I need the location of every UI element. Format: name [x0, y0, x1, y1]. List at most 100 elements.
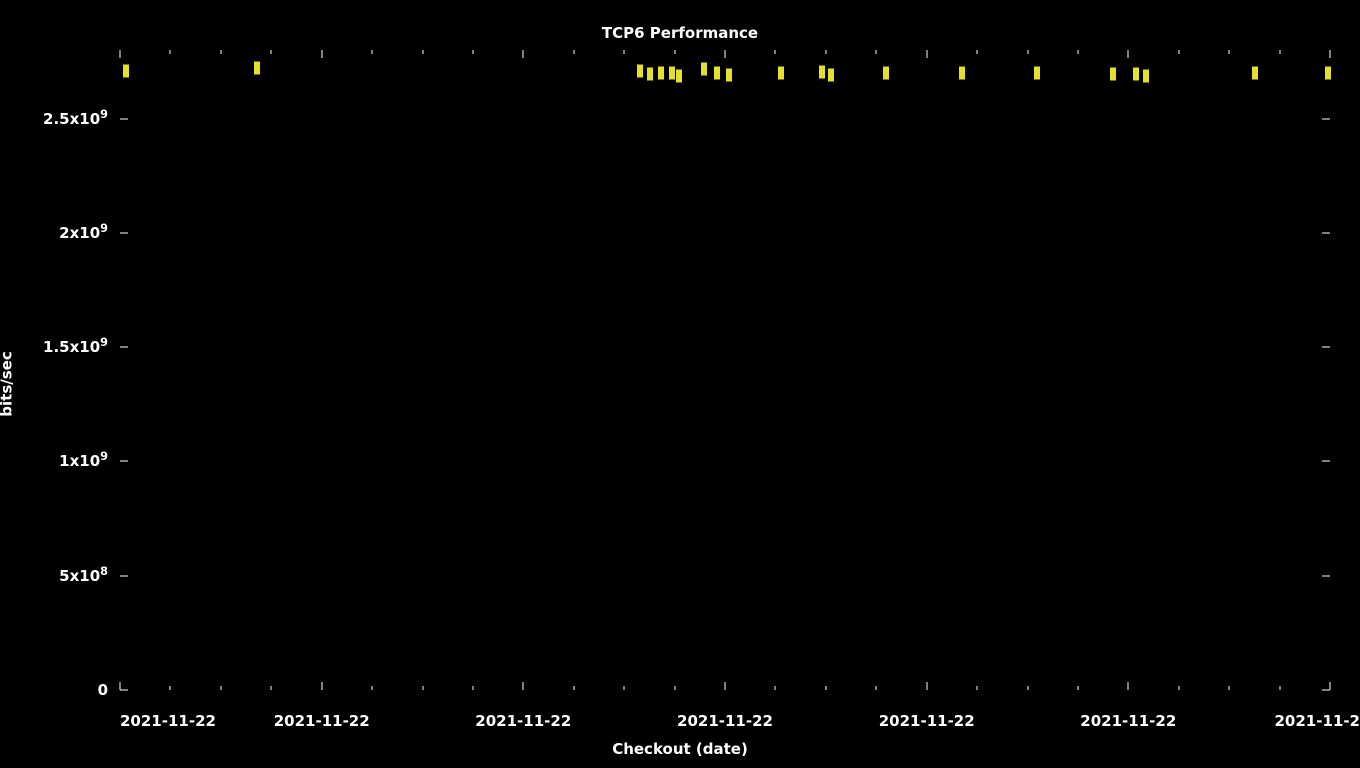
- data-point: [726, 69, 732, 82]
- y-tick-mark: [120, 461, 128, 462]
- x-minor-tick-mark: [674, 686, 675, 690]
- x-minor-tick-mark: [674, 50, 675, 54]
- data-point: [123, 64, 129, 77]
- plot-area: [120, 50, 1330, 690]
- y-tick-label: 2.5x109: [43, 110, 108, 128]
- x-minor-tick-mark: [1279, 686, 1280, 690]
- data-point: [1252, 66, 1258, 79]
- data-point: [701, 63, 707, 76]
- x-tick-mark: [1330, 50, 1331, 58]
- x-minor-tick-mark: [624, 50, 625, 54]
- x-minor-tick-mark: [271, 50, 272, 54]
- x-tick-mark: [1128, 50, 1129, 58]
- x-minor-tick-mark: [1077, 686, 1078, 690]
- x-minor-tick-mark: [422, 686, 423, 690]
- x-minor-tick-mark: [170, 50, 171, 54]
- x-tick-mark: [1128, 682, 1129, 690]
- y-tick-mark: [120, 575, 128, 576]
- x-tick-mark: [523, 50, 524, 58]
- x-minor-tick-mark: [624, 686, 625, 690]
- tcp6-performance-chart: TCP6 Performance bits/sec Checkout (date…: [0, 0, 1360, 768]
- x-minor-tick-mark: [825, 50, 826, 54]
- x-minor-tick-mark: [1178, 50, 1179, 54]
- data-point: [1034, 66, 1040, 79]
- x-minor-tick-mark: [977, 686, 978, 690]
- x-axis-label: Checkout (date): [0, 740, 1360, 758]
- x-tick-label: 2021-11-22: [1080, 712, 1176, 730]
- x-minor-tick-mark: [220, 686, 221, 690]
- x-tick-label: 2021-11-2: [1274, 712, 1360, 730]
- x-minor-tick-mark: [876, 686, 877, 690]
- x-minor-tick-mark: [472, 686, 473, 690]
- x-minor-tick-mark: [220, 50, 221, 54]
- data-point: [714, 66, 720, 79]
- x-minor-tick-mark: [170, 686, 171, 690]
- x-minor-tick-mark: [1077, 50, 1078, 54]
- data-point: [254, 62, 260, 75]
- data-point: [1133, 68, 1139, 81]
- y-tick-mark: [120, 232, 128, 233]
- y-tick-label: 1.5x109: [43, 338, 108, 356]
- x-minor-tick-mark: [573, 686, 574, 690]
- y-tick-mark: [1322, 232, 1330, 233]
- data-point: [637, 64, 643, 77]
- data-point: [1143, 70, 1149, 83]
- x-tick-label: 2021-11-22: [475, 712, 571, 730]
- x-tick-mark: [1330, 682, 1331, 690]
- x-minor-tick-mark: [977, 50, 978, 54]
- y-tick-label: 1x109: [59, 452, 108, 470]
- data-point: [959, 66, 965, 79]
- x-tick-mark: [926, 50, 927, 58]
- x-minor-tick-mark: [1027, 50, 1028, 54]
- y-tick-mark: [120, 347, 128, 348]
- data-point: [883, 66, 889, 79]
- y-tick-label: 2x109: [59, 224, 108, 242]
- x-minor-tick-mark: [775, 50, 776, 54]
- data-point: [669, 66, 675, 79]
- x-minor-tick-mark: [472, 50, 473, 54]
- x-tick-label: 2021-11-22: [677, 712, 773, 730]
- data-point: [819, 65, 825, 78]
- y-tick-label: 5x108: [59, 567, 108, 585]
- data-point: [778, 66, 784, 79]
- x-tick-mark: [725, 682, 726, 690]
- y-tick-mark: [1322, 347, 1330, 348]
- data-point: [1110, 68, 1116, 81]
- y-axis-label: bits/sec: [0, 0, 14, 768]
- x-minor-tick-mark: [1279, 50, 1280, 54]
- y-tick-mark: [120, 118, 128, 119]
- y-tick-mark: [1322, 575, 1330, 576]
- x-minor-tick-mark: [422, 50, 423, 54]
- x-tick-mark: [321, 50, 322, 58]
- y-tick-label: 0: [98, 681, 108, 699]
- x-tick-mark: [321, 682, 322, 690]
- x-minor-tick-mark: [1229, 686, 1230, 690]
- x-minor-tick-mark: [1178, 686, 1179, 690]
- x-minor-tick-mark: [271, 686, 272, 690]
- x-minor-tick-mark: [372, 50, 373, 54]
- x-minor-tick-mark: [825, 686, 826, 690]
- x-minor-tick-mark: [876, 50, 877, 54]
- data-point: [1325, 66, 1331, 79]
- y-tick-mark: [1322, 461, 1330, 462]
- chart-title: TCP6 Performance: [0, 24, 1360, 42]
- x-minor-tick-mark: [573, 50, 574, 54]
- x-tick-mark: [926, 682, 927, 690]
- x-minor-tick-mark: [1027, 686, 1028, 690]
- x-tick-label: 2021-11-22: [879, 712, 975, 730]
- y-tick-mark: [1322, 118, 1330, 119]
- x-minor-tick-mark: [1229, 50, 1230, 54]
- x-tick-mark: [120, 50, 121, 58]
- x-tick-mark: [523, 682, 524, 690]
- data-point: [647, 68, 653, 81]
- x-tick-label: 2021-11-22: [120, 712, 216, 730]
- x-minor-tick-mark: [372, 686, 373, 690]
- data-point: [676, 69, 682, 82]
- y-tick-mark: [120, 690, 128, 691]
- x-minor-tick-mark: [775, 686, 776, 690]
- x-tick-mark: [120, 682, 121, 690]
- x-tick-mark: [725, 50, 726, 58]
- data-point: [828, 69, 834, 82]
- x-tick-label: 2021-11-22: [274, 712, 370, 730]
- data-point: [658, 66, 664, 79]
